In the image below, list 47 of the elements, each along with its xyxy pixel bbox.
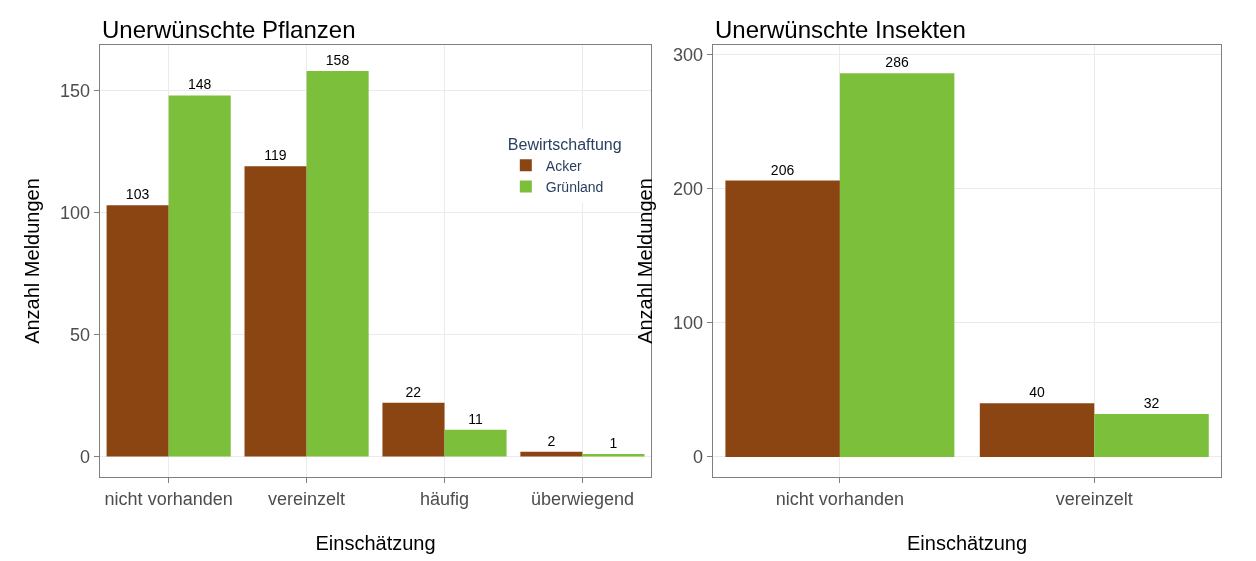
y-tick-label: 0 [693, 447, 704, 468]
y-tick-label: 0 [80, 446, 91, 467]
data-label: 158 [325, 52, 350, 69]
y-axis-title: Anzahl Meldungen [20, 178, 43, 344]
bar [244, 166, 307, 457]
data-label: 119 [264, 147, 287, 164]
x-tick-label: nicht vorhanden [775, 488, 904, 509]
bar [1094, 413, 1209, 457]
x-tick-label: häufig [419, 488, 470, 509]
legend-title: Bewirtschaftung [507, 135, 622, 153]
x-tick-label: überwiegend [530, 488, 634, 509]
data-label: 148 [187, 76, 212, 93]
bar [106, 205, 169, 457]
bar [306, 71, 369, 457]
data-label: 206 [770, 161, 795, 178]
legend-label: Acker [545, 157, 582, 174]
y-tick-label: 50 [70, 324, 91, 345]
y-axis-title: Anzahl Meldungen [633, 178, 656, 344]
bar [725, 180, 840, 457]
bar [582, 454, 645, 457]
bar [839, 73, 955, 457]
x-tick-label: vereinzelt [1055, 488, 1133, 509]
legend-label: Grünland [545, 179, 604, 196]
chart-title: Unerwünschte Insekten [715, 16, 966, 43]
x-axis-title: Einschätzung [907, 532, 1028, 555]
data-label: 2 [547, 432, 556, 449]
x-tick-label: nicht vorhanden [104, 488, 233, 509]
data-label: 103 [125, 186, 150, 203]
data-label: 32 [1143, 394, 1160, 411]
y-tick-label: 300 [673, 44, 704, 65]
bar [382, 402, 445, 457]
data-label: 11 [468, 410, 483, 427]
y-tick-label: 100 [673, 313, 704, 334]
data-label: 22 [405, 383, 422, 400]
bar [979, 403, 1095, 457]
y-tick-label: 100 [60, 202, 91, 223]
y-tick-label: 150 [60, 80, 91, 101]
bar [444, 429, 507, 457]
chart-title: Unerwünschte Pflanzen [102, 16, 356, 43]
y-tick-label: 200 [673, 178, 704, 199]
data-label: 286 [885, 54, 909, 71]
x-axis-title: Einschätzung [315, 532, 436, 555]
bar [168, 95, 231, 457]
data-label: 40 [1029, 384, 1045, 401]
bar [520, 451, 583, 457]
x-tick-label: vereinzelt [268, 488, 346, 509]
data-label: 1 [609, 435, 618, 452]
